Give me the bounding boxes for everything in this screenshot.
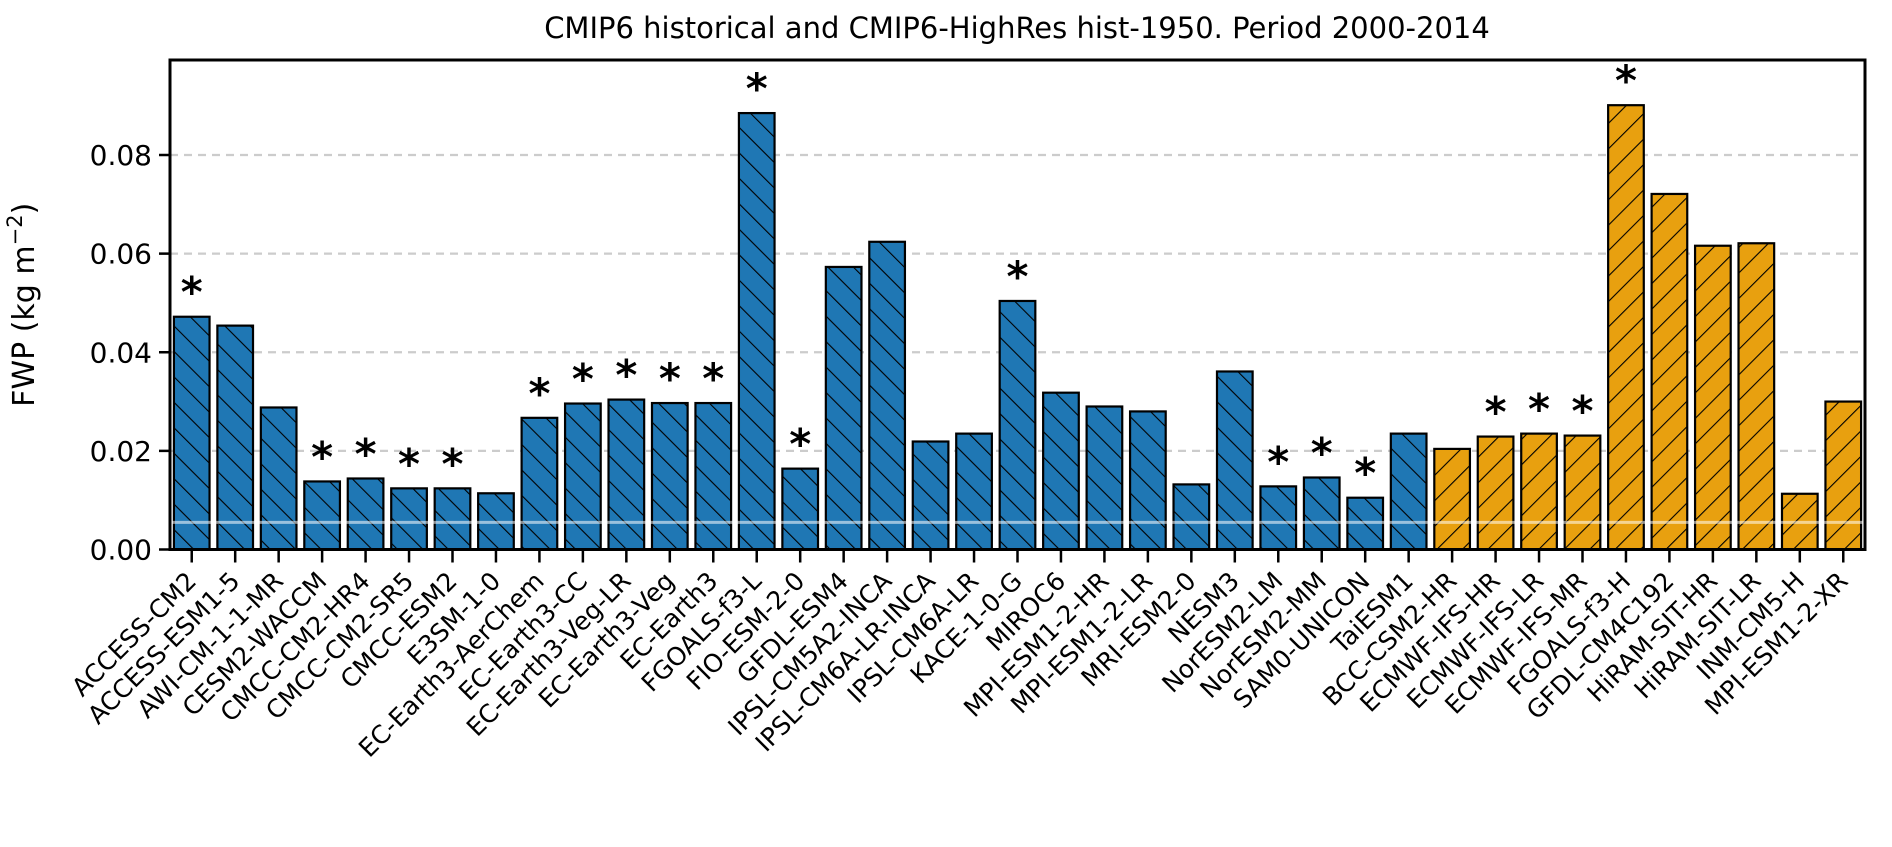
significance-asterisk: * xyxy=(398,439,420,488)
bar-IPSL-CM6A-LR xyxy=(955,432,993,551)
bar-MPI-ESM1-2-LR xyxy=(1128,410,1167,551)
bar-HiRAM-SIT-HR xyxy=(1693,244,1732,551)
bar-BCC-CSM2-HR xyxy=(1433,447,1472,551)
bar-GFDL-CM4C192 xyxy=(1650,192,1689,551)
bar-EC-Earth3-Veg-LR xyxy=(607,398,646,551)
significance-asterisk: * xyxy=(1572,387,1594,436)
bar-CESM2-WACCM xyxy=(303,480,342,551)
bar-MIROC6 xyxy=(1042,391,1080,551)
bar-EC-Earth3-Veg xyxy=(650,401,689,551)
significance-asterisk: * xyxy=(702,354,724,403)
significance-asterisk: * xyxy=(1485,388,1507,437)
y-axis-label-text: FWP (kg m−2) xyxy=(3,203,42,407)
bar-NorESM2-LM xyxy=(1259,485,1298,551)
significance-asterisk: * xyxy=(1615,56,1637,105)
significance-asterisk: * xyxy=(615,351,637,400)
significance-asterisk: * xyxy=(311,432,333,481)
chart-title: CMIP6 historical and CMIP6-HighRes hist-… xyxy=(544,11,1490,45)
bars-layer xyxy=(172,104,1863,551)
bar-KACE-1-0-G xyxy=(998,299,1037,551)
bar-AWI-CM-1-1-MR xyxy=(259,406,298,551)
bar-NorESM2-MM xyxy=(1302,476,1341,551)
y-tick-label: 0.02 xyxy=(90,435,152,468)
significance-asterisk: * xyxy=(1528,385,1550,434)
bar-EC-Earth3-CC xyxy=(563,402,602,551)
bar-FIO-ESM-2-0 xyxy=(781,467,820,551)
y-axis-label: FWP (kg m−2) xyxy=(3,203,42,407)
bar-GFDL-ESM4 xyxy=(824,265,863,551)
bar-FGOALS-f3-L xyxy=(737,111,776,551)
bar-ECMWF-IFS-LR xyxy=(1520,432,1558,551)
significance-asterisk: * xyxy=(355,429,377,478)
bar-CMCC-CM2-HR4 xyxy=(346,477,385,551)
y-tick-label: 0.08 xyxy=(90,139,152,172)
y-tick-label: 0.00 xyxy=(90,534,152,567)
bar-ACCESS-CM2 xyxy=(172,315,211,551)
significance-asterisk: * xyxy=(789,420,811,469)
bar-ACCESS-ESM1-5 xyxy=(216,324,255,551)
significance-asterisk: * xyxy=(528,369,550,418)
significance-asterisk: * xyxy=(181,268,203,317)
significance-asterisk: * xyxy=(746,64,768,113)
bar-IPSL-CM6A-LR-INCA xyxy=(911,440,950,551)
bar-EC-Earth3-AerChem xyxy=(520,416,559,551)
bar-HiRAM-SIT-LR xyxy=(1737,242,1776,551)
y-tick-label: 0.04 xyxy=(90,336,152,369)
significance-asterisk: * xyxy=(1267,437,1289,486)
bar-CMCC-ESM2 xyxy=(433,487,472,551)
bar-MRI-ESM2-0 xyxy=(1172,483,1211,551)
ticks-layer xyxy=(159,153,1845,563)
bar-MPI-ESM1-2-HR xyxy=(1085,405,1124,551)
bar-MPI-ESM1-2-XR xyxy=(1824,400,1863,551)
bar-ECMWF-IFS-MR xyxy=(1563,434,1602,551)
bar-EC-Earth3 xyxy=(694,401,733,551)
bar-CMCC-CM2-SR5 xyxy=(390,487,428,551)
significance-asterisk: * xyxy=(1007,252,1029,301)
significance-asterisk: * xyxy=(1354,449,1376,498)
significance-markers-layer: * * * * * * * * * * * * * * * * * * * * xyxy=(181,56,1637,498)
bar-FGOALS-f3-H xyxy=(1607,104,1645,551)
bar-ECMWF-IFS-HR xyxy=(1476,435,1515,551)
significance-asterisk: * xyxy=(659,354,681,403)
bar-TaiESM1 xyxy=(1389,432,1428,551)
significance-asterisk: * xyxy=(1311,429,1333,478)
bar-IPSL-CM5A2-INCA xyxy=(868,240,907,551)
significance-asterisk: * xyxy=(572,355,594,404)
y-tick-label: 0.06 xyxy=(90,238,152,271)
significance-asterisk: * xyxy=(442,439,464,488)
